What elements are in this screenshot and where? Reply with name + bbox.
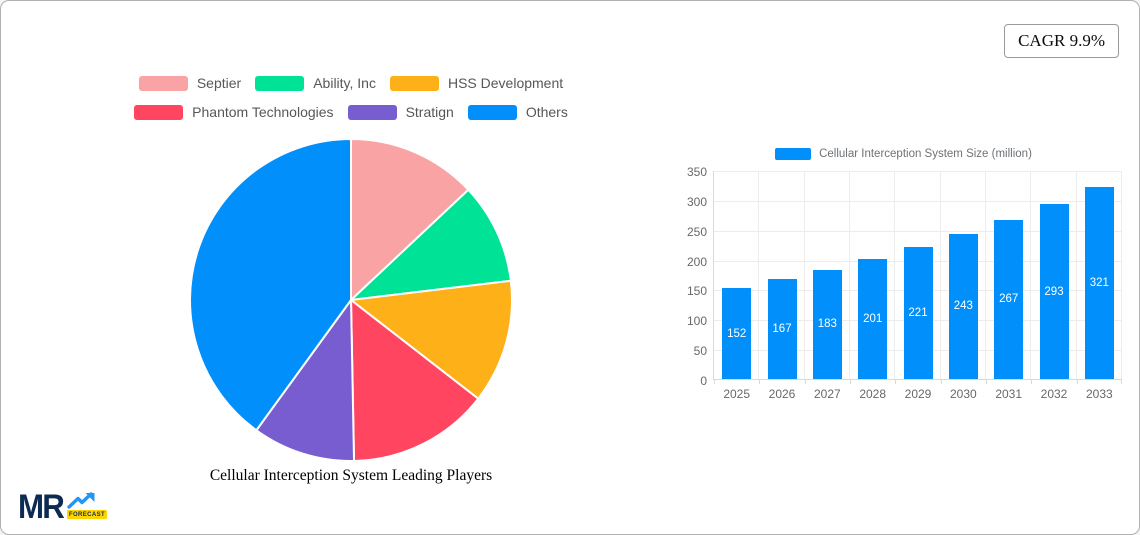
- x-axis-tick: [895, 379, 897, 384]
- legend-label: Ability, Inc: [313, 75, 376, 91]
- gridline: [1075, 171, 1077, 379]
- pie-legend: Septier Ability, Inc HSS Development Phanto…: [66, 75, 636, 120]
- x-axis-tick: [940, 379, 942, 384]
- gridline: [714, 171, 1121, 172]
- x-axis-label: 2025: [723, 387, 751, 401]
- x-axis-label: 2028: [859, 387, 887, 401]
- gridline: [714, 200, 1121, 202]
- bar-legend-label: Cellular Interception System Size (milli…: [819, 148, 1032, 160]
- bar-2032[interactable]: [1039, 204, 1069, 379]
- pie-slice-0[interactable]: [350, 138, 470, 301]
- pie-slice-3[interactable]: [350, 299, 480, 462]
- pie-legend-item-5[interactable]: Others: [467, 104, 568, 120]
- pie-legend-item-1[interactable]: Ability, Inc: [255, 75, 376, 91]
- x-axis-label: 2029: [904, 387, 932, 401]
- y-axis-label: 150: [686, 284, 707, 299]
- y-axis-label: 250: [686, 224, 707, 239]
- legend-label: Stratign: [405, 104, 454, 120]
- bar-2025[interactable]: [722, 288, 752, 379]
- gridline: [939, 171, 941, 379]
- bar-2029[interactable]: [903, 247, 933, 379]
- y-axis-label: 100: [686, 314, 707, 329]
- legend-swatch: [389, 75, 439, 91]
- x-axis-label: 2030: [949, 387, 977, 401]
- bar-2033[interactable]: [1084, 187, 1114, 379]
- legend-label: Others: [525, 104, 568, 120]
- gridline: [1030, 171, 1032, 379]
- x-axis-tick: [1076, 379, 1078, 384]
- trending-up-icon: [67, 492, 95, 509]
- x-axis-tick: [986, 379, 987, 384]
- legend-label: Phantom Technologies: [192, 104, 334, 120]
- bar-chart-plot: 0 50 100 150 200 250 300 350 152 2025 167 2026 183 20…: [687, 165, 1122, 401]
- pie-slice-5[interactable]: [189, 138, 352, 432]
- pie-slice-1[interactable]: [350, 188, 512, 301]
- x-axis-tick: [850, 379, 851, 384]
- pie-slice-4[interactable]: [255, 299, 356, 462]
- bar-2030[interactable]: [948, 233, 978, 379]
- pie-slice-2[interactable]: [350, 279, 513, 400]
- legend-label: HSS Development: [447, 75, 564, 91]
- x-axis-tick: [714, 379, 715, 384]
- legend-label: Septier: [196, 75, 242, 91]
- x-axis-label: 2033: [1085, 387, 1113, 401]
- bar-legend-swatch: [775, 148, 812, 160]
- x-axis-label: 2032: [1040, 387, 1068, 401]
- bar-2026[interactable]: [767, 279, 797, 379]
- x-axis-label: 2026: [768, 387, 796, 401]
- bar-chart-legend[interactable]: Cellular Interception System Size (milli…: [681, 148, 1126, 160]
- pie-legend-item-2[interactable]: HSS Development: [389, 75, 564, 91]
- x-axis-label: 2027: [813, 387, 841, 401]
- x-axis-tick: [759, 379, 761, 384]
- cagr-badge: CAGR 9.9%: [1004, 24, 1119, 58]
- legend-swatch: [138, 75, 188, 91]
- mr-forecast-logo: MR FORECAST: [18, 488, 108, 526]
- gridline: [803, 171, 805, 379]
- gridline: [985, 171, 986, 379]
- logo-mr-text: MR: [18, 488, 65, 526]
- bar-2028[interactable]: [858, 258, 888, 379]
- x-axis-tick: [1121, 379, 1122, 384]
- y-axis-label: 300: [686, 194, 707, 209]
- x-axis-tick: [804, 379, 806, 384]
- x-axis-label: 2031: [995, 387, 1023, 401]
- gridline: [1121, 171, 1122, 379]
- pie-legend-item-0[interactable]: Septier: [138, 75, 242, 91]
- y-axis-label: 350: [686, 165, 707, 179]
- y-axis-label: 50: [693, 344, 707, 359]
- legend-swatch: [255, 75, 305, 91]
- gridline: [849, 171, 850, 379]
- pie-chart-title: Cellular Interception System Leading Pla…: [209, 467, 493, 484]
- pie-legend-item-3[interactable]: Phantom Technologies: [134, 104, 334, 120]
- y-axis-label: 0: [700, 374, 707, 388]
- pie-legend-item-4[interactable]: Stratign: [347, 104, 454, 120]
- x-axis-tick: [1031, 379, 1033, 384]
- logo-forecast-text: FORECAST: [66, 510, 108, 519]
- pie-chart: [189, 138, 513, 462]
- legend-swatch: [134, 104, 184, 120]
- gridline: [758, 171, 760, 379]
- bar-2031[interactable]: [994, 219, 1024, 379]
- gridline: [894, 171, 896, 379]
- legend-swatch: [347, 104, 397, 120]
- legend-swatch: [467, 104, 517, 120]
- bar-2027[interactable]: [812, 269, 842, 379]
- gridline: [714, 230, 1121, 232]
- y-axis-label: 200: [686, 254, 707, 269]
